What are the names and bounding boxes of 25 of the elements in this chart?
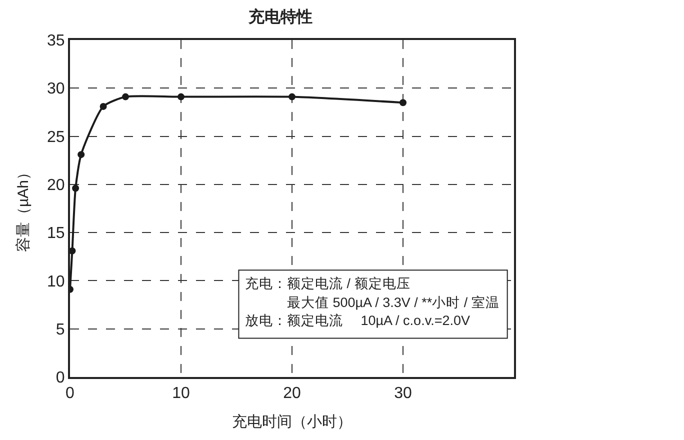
x-tick-label: 20 (283, 385, 301, 402)
y-tick-label: 0 (56, 370, 65, 387)
point (78, 151, 85, 158)
point (178, 93, 184, 100)
y-tick-label: 20 (47, 177, 65, 194)
point (70, 247, 76, 254)
point (72, 184, 80, 192)
x-tick-label: 30 (394, 385, 412, 402)
x-axis-title: 充电时间（小时） (232, 414, 352, 431)
annotation: 放电：额定电流 10µA / c.o.v.=2.0V (245, 313, 470, 328)
point (122, 93, 129, 100)
annotation: 最大值 500µA / 3.3V / **小时 / 室温 (287, 295, 500, 310)
y-tick-label: 25 (47, 128, 65, 146)
y-tick-label: 15 (47, 225, 65, 242)
annotation: 充电：额定电流 / 额定电压 (245, 276, 410, 291)
chart-title: 充电特性 (247, 8, 312, 26)
point (100, 102, 107, 110)
y-tick-label: 30 (47, 80, 65, 98)
y-tick-label: 35 (47, 32, 65, 50)
y-tick-label: 10 (47, 273, 65, 290)
point (400, 99, 406, 106)
y-axis-title: 容量（µAh） (14, 165, 32, 252)
y-tick-label: 5 (56, 321, 65, 338)
point (288, 93, 296, 100)
x-tick-label: 10 (172, 385, 190, 402)
